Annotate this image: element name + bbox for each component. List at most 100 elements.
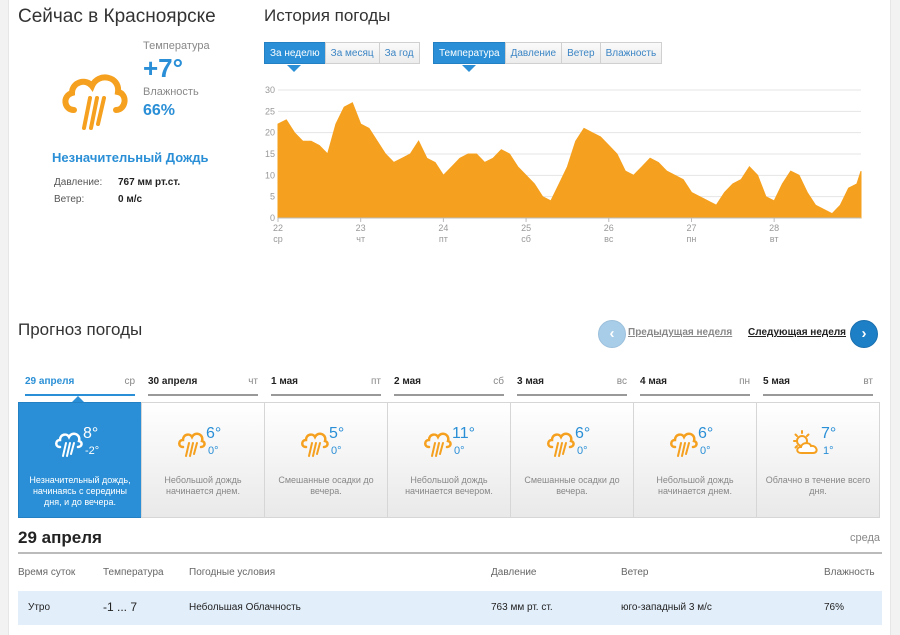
- day-weekday: ср: [124, 376, 135, 387]
- x-tick-day-label: 26: [604, 223, 614, 233]
- day-card[interactable]: 6° 0° Небольшой дождь начинается днем.: [141, 402, 265, 518]
- day-tab[interactable]: 5 мая вт: [763, 376, 873, 396]
- prev-week-link[interactable]: Предыдущая неделя: [628, 327, 733, 338]
- period-selected-pointer: [287, 65, 301, 72]
- right-frame: [890, 0, 900, 635]
- day-description: Незначительный дождь, начинаясь с середи…: [29, 475, 131, 507]
- day-date: 3 мая: [517, 376, 545, 387]
- metric-temperature-button[interactable]: Температура: [433, 42, 506, 64]
- current-condition: Незначительный Дождь: [52, 150, 209, 165]
- temperature-value: +7°: [143, 53, 184, 83]
- day-date: 4 мая: [640, 376, 668, 387]
- history-title: История погоды: [264, 6, 391, 25]
- x-tick-weekday-label: чт: [356, 234, 365, 244]
- cell-humidity: 76%: [824, 602, 845, 613]
- x-tick-day-label: 25: [521, 223, 531, 233]
- chevron-right-icon: ›: [861, 325, 867, 342]
- day-card[interactable]: 6° 0° Смешанные осадки до вечера.: [510, 402, 634, 518]
- col-header-time: Время суток: [18, 567, 76, 578]
- day-date: 2 мая: [394, 376, 422, 387]
- rain-cloud-icon: [422, 429, 452, 464]
- day-temp-low: 1°: [823, 445, 834, 457]
- x-tick-weekday-label: пн: [687, 234, 697, 244]
- next-week-link[interactable]: Следующая неделя: [748, 327, 847, 338]
- rain-cloud-icon: [299, 429, 329, 464]
- day-card[interactable]: 5° 0° Смешанные осадки до вечера.: [264, 402, 388, 518]
- y-tick-label: 0: [270, 213, 275, 223]
- day-card[interactable]: 6° 0° Небольшой дождь начинается днем.: [633, 402, 757, 518]
- y-tick-label: 20: [265, 128, 275, 138]
- pressure-label: Давление:: [54, 177, 103, 188]
- day-description: Небольшой дождь начинается днем.: [656, 475, 734, 496]
- day-tab[interactable]: 3 мая вс: [517, 376, 627, 396]
- temperature-label: Температура: [143, 40, 210, 52]
- x-tick-weekday-label: вс: [604, 234, 614, 244]
- day-temp-high: 6°: [698, 425, 714, 442]
- x-tick-day-label: 23: [356, 223, 366, 233]
- x-tick-day-label: 24: [438, 223, 448, 233]
- humidity-label: Влажность: [143, 86, 199, 98]
- day-tab[interactable]: 1 мая пт: [271, 376, 381, 396]
- forecast-title: Прогноз погоды: [18, 320, 143, 339]
- cell-wind: юго-западный 3 м/с: [621, 602, 712, 613]
- period-toggle: За неделю За месяц За год: [264, 42, 420, 64]
- col-header-pressure: Давление: [491, 567, 537, 578]
- day-date: 29 апреля: [25, 376, 75, 387]
- current-title: Сейчас в Красноярске: [18, 6, 216, 27]
- period-month-button[interactable]: За месяц: [324, 42, 380, 64]
- current-rain-cloud-icon: [60, 66, 130, 137]
- day-card[interactable]: 7° 1° Облачно в течение всего дня.: [756, 402, 880, 518]
- next-week-button[interactable]: ›: [850, 320, 878, 348]
- day-tab[interactable]: 29 апреля ср: [25, 376, 135, 396]
- period-year-button[interactable]: За год: [378, 42, 420, 64]
- day-temp-low: 0°: [454, 445, 465, 457]
- cell-pressure: 763 мм рт. ст.: [491, 602, 553, 613]
- period-week-button[interactable]: За неделю: [264, 42, 326, 64]
- y-tick-label: 5: [270, 192, 275, 202]
- x-tick-weekday-label: вт: [770, 234, 779, 244]
- day-temp-low: 0°: [331, 445, 342, 457]
- rain-cloud-icon: [668, 429, 698, 464]
- day-weekday: вт: [863, 376, 873, 387]
- day-temp-low: 0°: [577, 445, 588, 457]
- y-tick-label: 25: [265, 106, 275, 116]
- day-weekday: чт: [248, 376, 258, 387]
- day-date: 5 мая: [763, 376, 791, 387]
- prev-week-button[interactable]: ‹: [598, 320, 626, 348]
- day-card[interactable]: 11° 0° Небольшой дождь начинается вечером.: [387, 402, 511, 518]
- selected-day-pointer: [72, 396, 84, 402]
- wind-value: 0 м/с: [118, 194, 143, 205]
- detail-weekday: среда: [850, 532, 881, 544]
- day-tab[interactable]: 4 мая пн: [640, 376, 750, 396]
- day-temp-high: 6°: [206, 425, 222, 442]
- col-header-temperature: Температура: [103, 567, 164, 578]
- day-temp-high: 11°: [452, 425, 476, 442]
- humidity-value: 66%: [143, 102, 176, 119]
- y-tick-label: 15: [265, 149, 275, 159]
- day-temp-high: 7°: [821, 425, 837, 442]
- day-temp-low: -2°: [85, 445, 100, 457]
- day-tab[interactable]: 2 мая сб: [394, 376, 504, 396]
- col-header-wind: Ветер: [621, 567, 649, 578]
- y-tick-label: 10: [265, 170, 275, 180]
- day-date: 1 мая: [271, 376, 299, 387]
- col-header-conditions: Погодные условия: [189, 567, 276, 578]
- day-date: 30 апреля: [148, 376, 198, 387]
- x-tick-weekday-label: пт: [439, 234, 448, 244]
- x-tick-day-label: 28: [769, 223, 779, 233]
- metric-wind-button[interactable]: Ветер: [561, 42, 601, 64]
- cell-conditions: Небольшая Облачность: [189, 602, 301, 613]
- pressure-value: 767 мм рт.ст.: [118, 177, 181, 188]
- cell-temperature: -1 ... 7: [103, 600, 138, 614]
- metric-pressure-button[interactable]: Давление: [504, 42, 563, 64]
- day-tab[interactable]: 30 апреля чт: [148, 376, 258, 396]
- day-temp-high: 5°: [329, 425, 345, 442]
- day-description: Смешанные осадки до вечера.: [524, 475, 620, 496]
- partly-cloudy-icon: [791, 429, 821, 464]
- rain-cloud-icon: [545, 429, 575, 464]
- metric-humidity-button[interactable]: Влажность: [599, 42, 663, 64]
- x-tick-day-label: 22: [273, 223, 283, 233]
- detail-date: 29 апреля: [18, 528, 102, 547]
- day-card[interactable]: 8° -2° Незначительный дождь, начинаясь с с…: [18, 402, 142, 518]
- temperature-area-series: [277, 102, 862, 219]
